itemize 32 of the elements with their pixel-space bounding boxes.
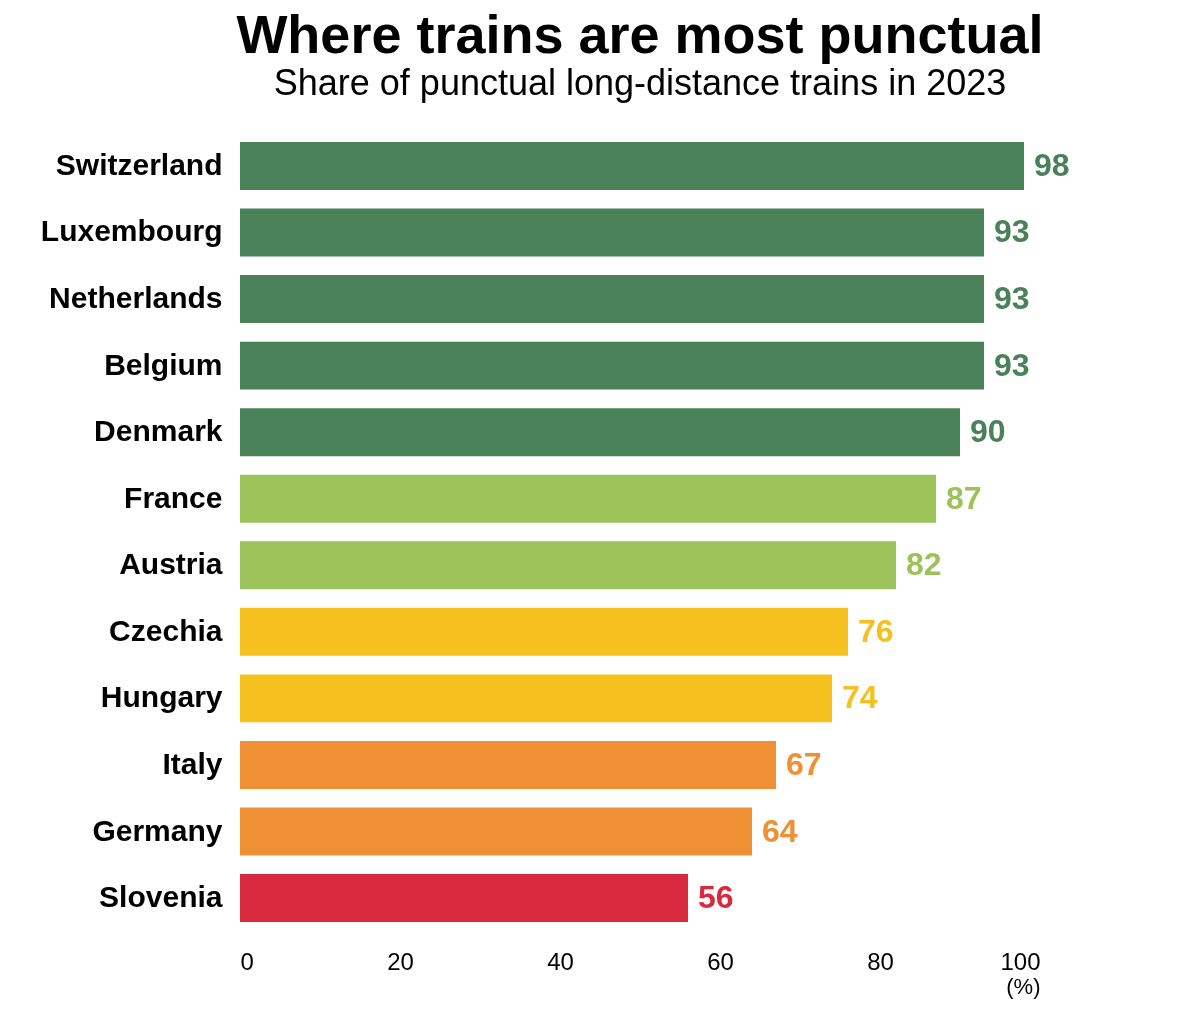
data-label: 87: [946, 479, 982, 516]
data-label: 64: [762, 812, 798, 849]
y-tick-label: Belgium: [104, 347, 223, 381]
x-tick-label: 40: [547, 947, 574, 975]
data-label: 67: [786, 745, 822, 782]
y-tick-label: Luxembourg: [40, 214, 223, 248]
y-tick-label: Italy: [162, 746, 223, 780]
x-tick-label: 60: [707, 947, 734, 975]
data-label: 93: [994, 280, 1030, 317]
chart-title: Where trains are most punctual: [236, 4, 1044, 64]
y-tick-label: Netherlands: [49, 281, 223, 315]
y-tick-label: Denmark: [94, 414, 223, 448]
data-label: 74: [842, 679, 878, 716]
y-tick-label: Switzerland: [55, 147, 223, 181]
x-tick-label: 100: [1000, 947, 1041, 975]
y-tick-label: Germany: [92, 813, 223, 847]
x-tick-label: 0: [240, 947, 254, 975]
data-label: 93: [994, 213, 1030, 250]
data-label: 98: [1034, 146, 1070, 183]
x-tick-label: 20: [387, 947, 414, 975]
data-label: 93: [994, 346, 1030, 383]
x-axis-title: (%): [1006, 973, 1041, 999]
y-tick-label: Austria: [119, 547, 223, 581]
data-label: 76: [858, 612, 894, 649]
y-tick-label: Slovenia: [99, 880, 223, 914]
y-tick-label: Czechia: [109, 613, 223, 647]
x-tick-label: 80: [867, 947, 894, 975]
y-tick-label: Hungary: [100, 680, 223, 714]
y-tick-label: France: [124, 480, 223, 514]
data-label: 90: [970, 413, 1006, 450]
data-label: 56: [698, 879, 734, 916]
data-label: 82: [906, 546, 942, 583]
